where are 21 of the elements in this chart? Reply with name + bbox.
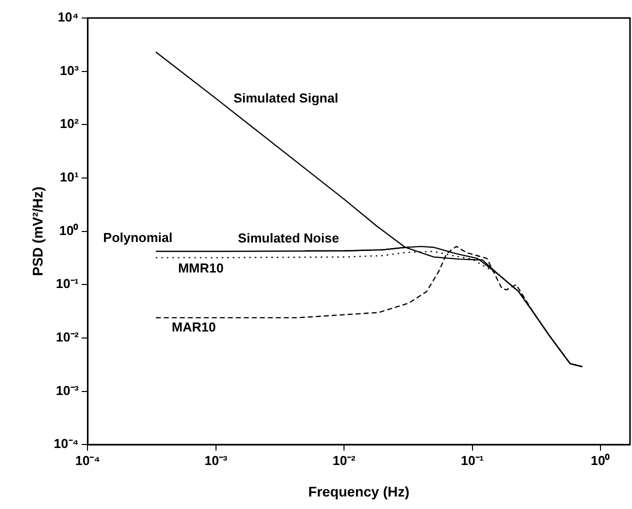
x-tick-label: 10⁻³	[204, 452, 228, 468]
y-tick-label: 10⁻⁴	[54, 436, 79, 452]
series-label: MAR10	[172, 319, 216, 334]
y-tick-label: 10⁻²	[56, 330, 80, 345]
y-tick-label: 10³	[60, 62, 80, 78]
x-tick-label: 10⁻²	[332, 452, 356, 468]
series-label: Polynomial	[103, 230, 172, 245]
x-tick-label: 10⁰	[590, 452, 610, 468]
y-tick-label: 10⁻¹	[56, 276, 79, 292]
y-tick-label: 10⁰	[59, 222, 79, 238]
y-tick-label: 10⁻³	[56, 382, 80, 398]
series-label: MMR10	[178, 260, 224, 276]
series-label: Simulated Noise	[238, 230, 340, 246]
x-tick-label: 10⁻⁴	[75, 452, 100, 468]
x-tick-label: 10⁻¹	[460, 452, 484, 468]
y-tick-label: 10²	[60, 116, 80, 132]
y-tick-label: 10¹	[60, 170, 79, 185]
y-tick-label: 10⁴	[58, 10, 79, 25]
y-axis-title: PSD (mV²/Hz)	[29, 186, 46, 276]
x-axis-title: Frequency (Hz)	[308, 483, 410, 500]
series-label: Simulated Signal	[233, 90, 338, 106]
